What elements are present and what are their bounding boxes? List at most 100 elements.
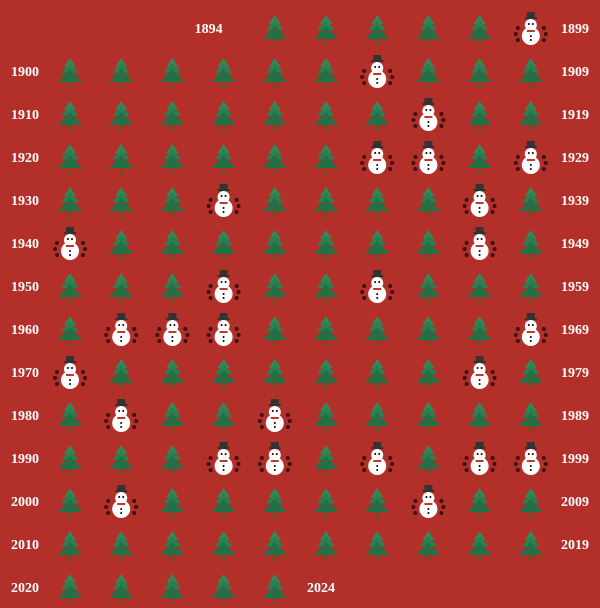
- snowman-icon: [513, 313, 548, 346]
- year-end-label: 1909: [561, 65, 589, 80]
- tree-icon: [58, 58, 82, 88]
- snowman-icon: [411, 141, 446, 174]
- tree-icon: [211, 359, 236, 389]
- snowman-icon: [513, 141, 548, 174]
- snowman-icon: [411, 98, 446, 131]
- snowman-icon: [53, 227, 87, 260]
- tree-icon: [365, 15, 390, 45]
- tree-icon: [518, 402, 543, 432]
- tree-icon: [262, 359, 287, 389]
- tree-icon: [262, 316, 287, 346]
- snowman-icon: [104, 313, 139, 346]
- tree-icon: [314, 101, 338, 131]
- tree-icon: [518, 488, 543, 518]
- year-end-label: 1999: [561, 452, 589, 467]
- tree-icon: [467, 531, 492, 561]
- tree-icon: [262, 488, 287, 518]
- tree-icon: [109, 230, 134, 260]
- tree-icon: [314, 15, 338, 45]
- tree-icon: [467, 488, 492, 518]
- tree-icon: [109, 531, 134, 561]
- tree-icon: [416, 316, 441, 346]
- year-start-label: 1920: [11, 151, 39, 166]
- tree-icon: [262, 101, 287, 131]
- tree-icon: [211, 230, 236, 260]
- snowman-icon: [411, 485, 446, 518]
- tree-icon: [58, 574, 82, 604]
- year-end-label: 1989: [561, 409, 589, 424]
- tree-icon: [416, 402, 441, 432]
- snowman-icon: [104, 485, 139, 518]
- snowman-icon: [206, 442, 241, 475]
- tree-icon: [518, 187, 543, 217]
- tree-icon: [518, 230, 543, 260]
- tree-icon: [262, 230, 287, 260]
- tree-icon: [365, 230, 390, 260]
- tree-icon: [416, 445, 441, 475]
- tree-icon: [262, 187, 287, 217]
- tree-icon: [109, 574, 134, 604]
- tree-icon: [365, 101, 390, 131]
- tree-icon: [160, 101, 185, 131]
- tree-icon: [314, 316, 338, 346]
- snowman-icon: [513, 12, 548, 45]
- snowman-icon: [513, 442, 548, 475]
- snowman-icon: [206, 313, 241, 346]
- tree-icon: [109, 359, 134, 389]
- snowman-icon: [104, 399, 139, 432]
- year-start-label: 1970: [11, 366, 39, 381]
- snowman-icon: [462, 184, 497, 217]
- snowman-icon: [360, 270, 395, 303]
- year-end-label: 1959: [561, 280, 589, 295]
- tree-icon: [518, 273, 543, 303]
- tree-icon: [160, 144, 185, 174]
- tree-icon: [160, 574, 185, 604]
- snowman-icon: [53, 356, 87, 389]
- tree-icon: [160, 273, 185, 303]
- tree-icon: [314, 445, 338, 475]
- tree-icon: [416, 58, 441, 88]
- tree-icon: [314, 531, 338, 561]
- tree-icon: [109, 144, 134, 174]
- tree-icon: [467, 101, 492, 131]
- tree-icon: [160, 359, 185, 389]
- tree-icon: [58, 402, 82, 432]
- snowman-icon: [360, 141, 395, 174]
- tree-icon: [314, 359, 338, 389]
- tree-icon: [109, 273, 134, 303]
- tree-icon: [211, 488, 236, 518]
- year-end-label: 1939: [561, 194, 589, 209]
- snowman-icon: [360, 442, 395, 475]
- tree-icon: [365, 531, 390, 561]
- snowman-icon: [462, 227, 497, 260]
- year-start-label: 1900: [11, 65, 39, 80]
- year-start-label: 1930: [11, 194, 39, 209]
- tree-icon: [211, 58, 236, 88]
- tree-icon: [416, 359, 441, 389]
- tree-icon: [518, 531, 543, 561]
- tree-icon: [58, 316, 82, 346]
- tree-icon: [58, 144, 82, 174]
- snowman-icon: [155, 313, 190, 346]
- tree-icon: [416, 187, 441, 217]
- year-start-label: 1910: [11, 108, 39, 123]
- tree-icon: [467, 402, 492, 432]
- tree-icon: [262, 531, 287, 561]
- tree-icon: [58, 273, 82, 303]
- tree-icon: [416, 273, 441, 303]
- tree-icon: [314, 273, 338, 303]
- tree-icon: [58, 445, 82, 475]
- tree-icon: [518, 101, 543, 131]
- tree-icon: [211, 574, 236, 604]
- year-end-label: 2019: [561, 538, 589, 553]
- tree-icon: [58, 187, 82, 217]
- year-end-label: 1949: [561, 237, 589, 252]
- year-start-label: 2020: [11, 581, 39, 596]
- tree-icon: [365, 402, 390, 432]
- year-start-label: 2000: [11, 495, 39, 510]
- tree-icon: [109, 187, 134, 217]
- tree-icon: [416, 531, 441, 561]
- tree-icon: [109, 58, 134, 88]
- tree-icon: [262, 574, 287, 604]
